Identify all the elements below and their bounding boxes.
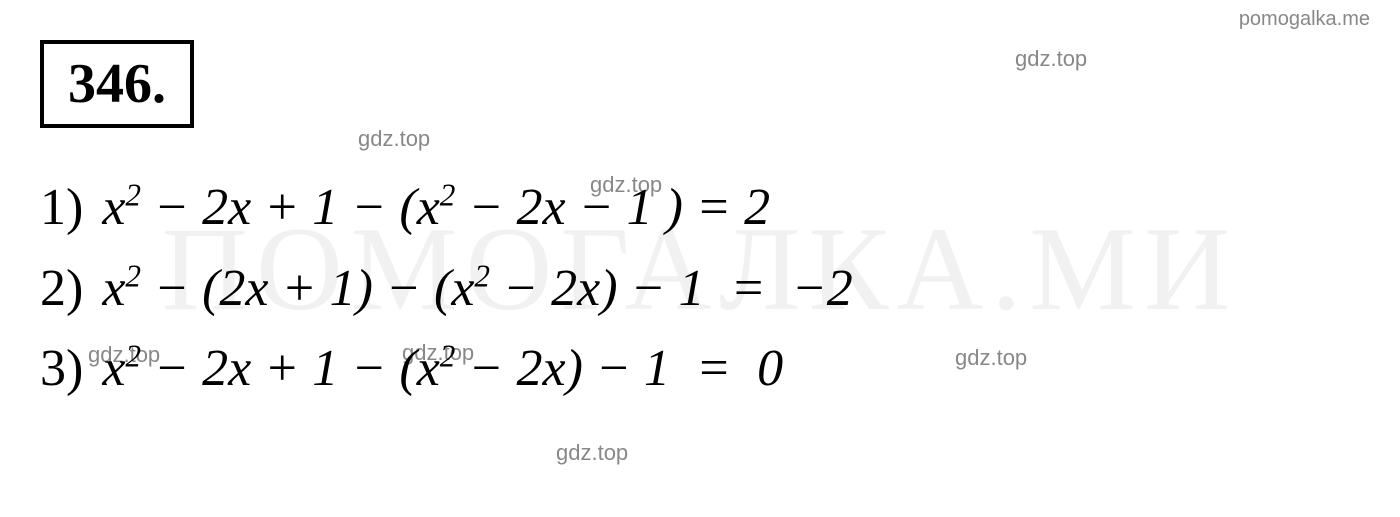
equation-3: 3) x2 − 2x + 1 − (x2 − 2x) − 1 = 0 [40, 329, 1360, 410]
equation-1-expr: x2 − 2x + 1 − (x2 − 2x − 1 ) = 2 [102, 179, 770, 236]
equation-2: 2) x2 − (2x + 1) − (x2 − 2x) − 1 = −2 [40, 249, 1360, 330]
gdz-watermark-2: gdz.top [358, 126, 430, 152]
equation-3-index: 3) [40, 340, 83, 397]
equation-1: 1) x2 − 2x + 1 − (x2 − 2x − 1 ) = 2 [40, 168, 1360, 249]
problem-number: 346. [68, 53, 166, 115]
site-watermark: pomogalka.me [1239, 8, 1370, 31]
problem-number-box: 346. [40, 40, 194, 128]
gdz-watermark-1: gdz.top [1015, 46, 1087, 72]
equation-2-expr: x2 − (2x + 1) − (x2 − 2x) − 1 = −2 [102, 260, 852, 317]
equation-1-index: 1) [40, 179, 83, 236]
equation-2-index: 2) [40, 260, 83, 317]
equation-3-expr: x2 − 2x + 1 − (x2 − 2x) − 1 = 0 [102, 340, 783, 397]
equations-block: 1) x2 − 2x + 1 − (x2 − 2x − 1 ) = 2 2) x… [40, 168, 1360, 410]
gdz-watermark-7: gdz.top [556, 440, 628, 466]
